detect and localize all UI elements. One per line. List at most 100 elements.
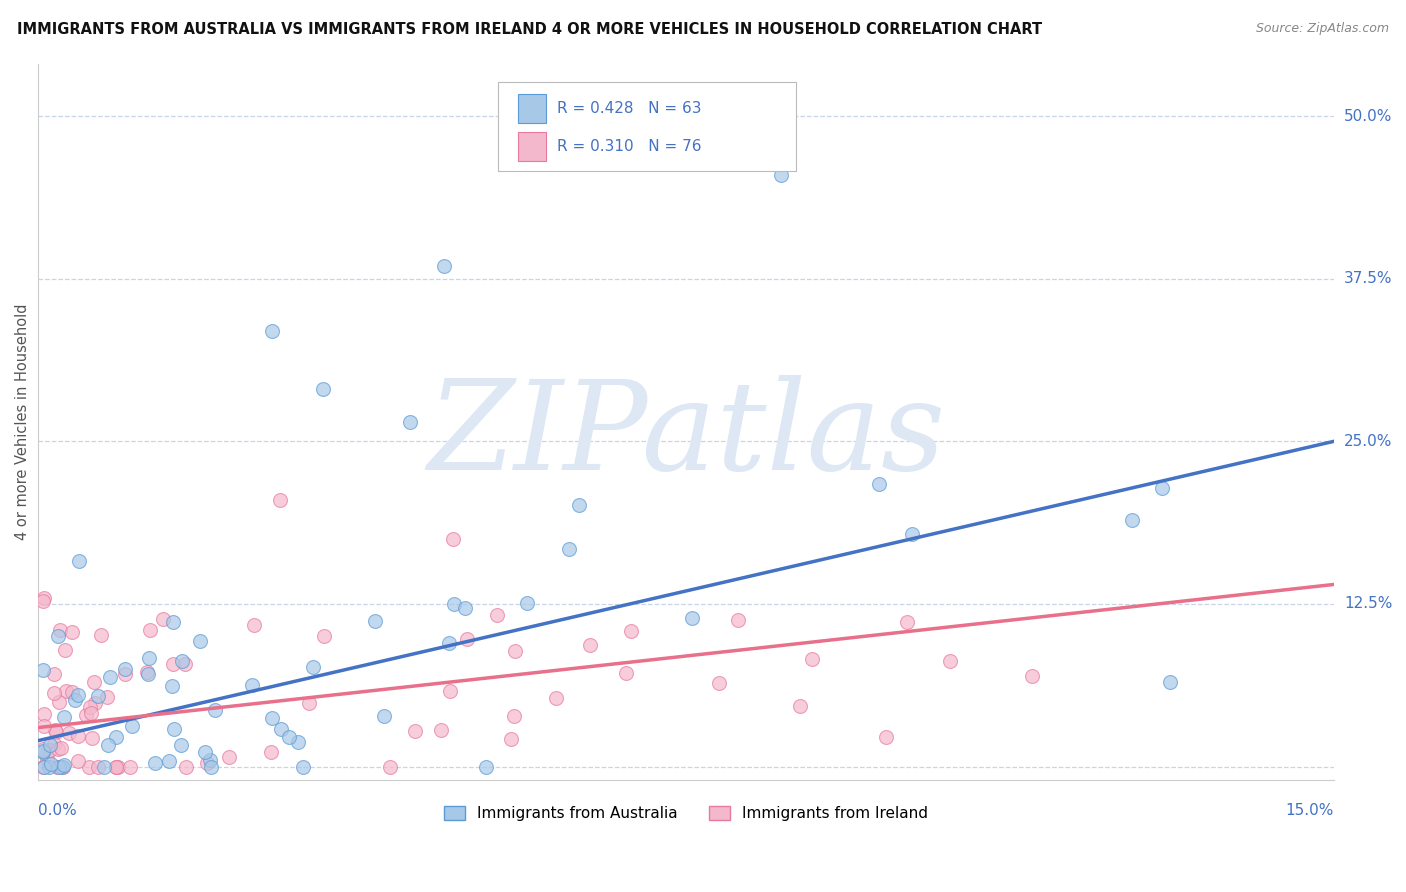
Point [46,759,69,773]
Point [170,738,193,752]
Point [120,759,142,773]
Point [163,723,186,737]
Point [456,632,478,646]
Point [259,745,281,759]
Point [939,654,962,668]
Text: 12.5%: 12.5% [1344,597,1392,612]
Point [44,723,66,737]
Point [260,324,283,338]
Text: 0.0%: 0.0% [38,803,77,818]
Point [53,643,76,657]
Point [364,615,387,629]
Point [437,635,460,649]
Point [75,708,97,723]
Point [516,596,538,610]
Point [86,759,108,773]
Point [114,662,136,676]
Point [87,689,110,703]
Point [77,759,100,773]
Point [1150,481,1173,495]
Point [200,754,222,768]
Point [218,750,240,764]
Point [433,259,456,273]
Point [190,634,212,648]
Point [499,732,522,747]
Point [277,730,299,744]
Text: Source: ZipAtlas.com: Source: ZipAtlas.com [1256,22,1389,36]
Point [568,498,591,512]
Text: 25.0%: 25.0% [1344,434,1392,449]
Point [93,759,115,773]
Point [620,624,643,638]
Point [97,738,120,752]
Point [174,657,197,671]
Point [31,663,53,677]
Point [63,693,86,707]
Point [82,731,104,746]
Point [39,756,62,771]
Point [485,608,508,623]
Point [83,675,105,690]
Point [104,731,127,745]
Point [195,756,218,770]
Point [502,708,524,723]
Point [83,696,105,710]
Point [121,719,143,733]
Text: 15.0%: 15.0% [1285,803,1334,818]
Point [38,759,60,773]
Point [80,706,103,721]
Point [32,591,55,605]
Point [31,744,53,758]
Text: 50.0%: 50.0% [1344,109,1392,124]
Point [707,675,730,690]
Point [32,759,55,773]
Point [162,615,184,630]
Point [46,742,69,756]
Point [287,735,309,749]
Point [152,612,174,626]
Text: R = 0.428   N = 63: R = 0.428 N = 63 [557,101,702,116]
Point [240,678,263,692]
Point [204,703,226,717]
Point [66,688,89,702]
Point [614,665,637,680]
Point [312,629,335,643]
Point [430,723,453,737]
Point [48,695,70,709]
Point [475,759,498,773]
Point [44,737,66,751]
Point [270,722,292,736]
Point [1159,675,1181,690]
Point [443,597,465,611]
Point [39,738,62,752]
Point [52,759,75,773]
Point [79,700,101,714]
Point [312,382,335,396]
Point [162,657,184,671]
Point [1121,513,1143,527]
Point [104,759,127,773]
FancyBboxPatch shape [517,132,546,161]
Point [900,527,922,541]
FancyBboxPatch shape [517,95,546,123]
FancyBboxPatch shape [498,82,796,171]
Point [160,680,183,694]
Point [176,759,198,773]
Point [31,745,53,759]
Point [66,729,89,743]
Point [269,492,291,507]
Point [96,690,118,704]
Point [868,477,890,491]
Point [378,759,401,773]
Point [39,743,62,757]
Point [107,759,129,773]
Point [52,710,75,724]
Point [139,623,162,637]
Text: ZIPatlas: ZIPatlas [427,376,945,497]
Point [67,553,90,567]
Point [114,666,136,681]
Point [145,756,167,770]
Point [439,683,461,698]
Point [454,601,477,615]
Point [292,759,315,773]
